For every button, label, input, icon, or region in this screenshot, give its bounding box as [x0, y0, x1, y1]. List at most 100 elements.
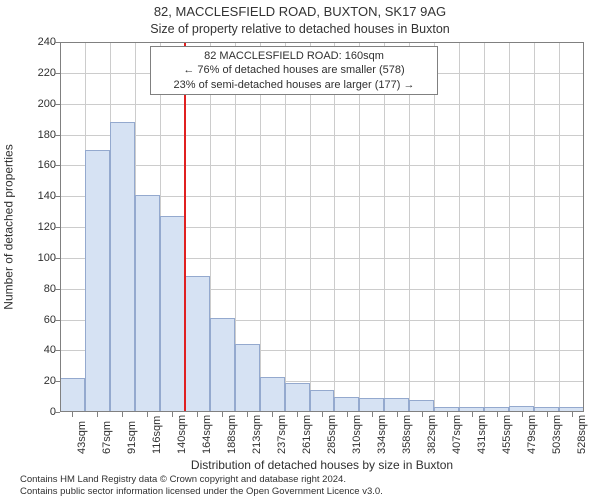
- y-tickmark: [55, 320, 60, 321]
- bar: [409, 400, 434, 412]
- x-tickmark: [322, 412, 323, 417]
- y-tickmark: [55, 135, 60, 136]
- gridline-v: [334, 42, 335, 412]
- x-tick-label: 285sqm: [326, 415, 338, 454]
- y-tick-label: 120: [22, 221, 56, 233]
- annotation-box: 82 MACCLESFIELD ROAD: 160sqm← 76% of det…: [150, 46, 438, 95]
- gridline-v: [509, 42, 510, 412]
- y-tick-label: 180: [22, 129, 56, 141]
- footer-line2: Contains public sector information licen…: [20, 486, 383, 498]
- y-tick-label: 220: [22, 67, 56, 79]
- bar: [85, 150, 110, 412]
- y-tick-label: 80: [22, 283, 56, 295]
- x-axis-title: Distribution of detached houses by size …: [60, 458, 584, 472]
- x-tickmark: [572, 412, 573, 417]
- page-title: 82, MACCLESFIELD ROAD, BUXTON, SK17 9AG: [0, 4, 600, 19]
- x-tickmark: [497, 412, 498, 417]
- x-tick-label: 91sqm: [126, 421, 138, 454]
- x-tickmark: [447, 412, 448, 417]
- gridline-v: [434, 42, 435, 412]
- bar: [60, 378, 85, 412]
- bar: [334, 397, 359, 412]
- x-tick-label: 479sqm: [526, 415, 538, 454]
- x-tick-label: 237sqm: [276, 415, 288, 454]
- x-tickmark: [222, 412, 223, 417]
- x-tickmark: [372, 412, 373, 417]
- annotation-line3: 23% of semi-detached houses are larger (…: [155, 78, 433, 92]
- x-tick-label: 528sqm: [576, 415, 588, 454]
- bar: [185, 276, 210, 412]
- x-tickmark: [472, 412, 473, 417]
- bar: [285, 383, 310, 412]
- footer-line1: Contains HM Land Registry data © Crown c…: [20, 474, 383, 486]
- x-tickmark: [297, 412, 298, 417]
- y-tick-label: 240: [22, 36, 56, 48]
- x-tick-label: 503sqm: [551, 415, 563, 454]
- y-tick-label: 20: [22, 375, 56, 387]
- y-tick-label: 60: [22, 314, 56, 326]
- y-tick-label: 160: [22, 159, 56, 171]
- x-tickmark: [172, 412, 173, 417]
- gridline-h: [60, 104, 584, 105]
- bar: [135, 195, 160, 412]
- y-tick-label: 200: [22, 98, 56, 110]
- gridline-v: [310, 42, 311, 412]
- x-tickmark: [397, 412, 398, 417]
- x-tick-label: 334sqm: [376, 415, 388, 454]
- x-tick-label: 164sqm: [201, 415, 213, 454]
- x-tick-label: 358sqm: [401, 415, 413, 454]
- x-tickmark: [272, 412, 273, 417]
- y-tickmark: [55, 350, 60, 351]
- gridline-v: [359, 42, 360, 412]
- bar: [210, 318, 235, 412]
- x-tick-label: 310sqm: [351, 415, 363, 454]
- gridline-v: [459, 42, 460, 412]
- footer-attribution: Contains HM Land Registry data © Crown c…: [20, 474, 383, 498]
- reference-line: [184, 42, 186, 412]
- x-tick-label: 455sqm: [501, 415, 513, 454]
- x-tickmark: [122, 412, 123, 417]
- gridline-v: [409, 42, 410, 412]
- x-tick-label: 382sqm: [426, 415, 438, 454]
- bar: [235, 344, 260, 412]
- gridline-v: [260, 42, 261, 412]
- x-tickmark: [197, 412, 198, 417]
- x-tickmark: [347, 412, 348, 417]
- x-tick-label: 140sqm: [176, 415, 188, 454]
- gridline-v: [559, 42, 560, 412]
- x-tickmark: [72, 412, 73, 417]
- y-tickmark: [55, 165, 60, 166]
- y-tickmark: [55, 104, 60, 105]
- x-tickmark: [522, 412, 523, 417]
- y-axis-title: Number of detached properties: [0, 42, 18, 412]
- bar: [160, 216, 185, 412]
- y-tick-label: 100: [22, 252, 56, 264]
- x-tickmark: [547, 412, 548, 417]
- x-tick-label: 116sqm: [151, 416, 163, 454]
- bar: [359, 398, 384, 412]
- y-tickmark: [55, 196, 60, 197]
- x-tick-label: 431sqm: [476, 415, 488, 454]
- y-tickmark: [55, 73, 60, 74]
- gridline-v: [484, 42, 485, 412]
- bar: [110, 122, 135, 412]
- gridline-h: [60, 135, 584, 136]
- annotation-line1: 82 MACCLESFIELD ROAD: 160sqm: [155, 49, 433, 63]
- x-tick-label: 261sqm: [301, 415, 313, 454]
- y-tickmark: [55, 258, 60, 259]
- x-tick-label: 407sqm: [451, 415, 463, 454]
- subtitle: Size of property relative to detached ho…: [0, 22, 600, 36]
- x-tick-label: 213sqm: [251, 415, 263, 454]
- bar: [310, 390, 335, 412]
- x-tickmark: [97, 412, 98, 417]
- x-tickmark: [247, 412, 248, 417]
- gridline-h: [60, 165, 584, 166]
- gridline-v: [384, 42, 385, 412]
- annotation-line2: ← 76% of detached houses are smaller (57…: [155, 63, 433, 77]
- y-tick-label: 40: [22, 344, 56, 356]
- y-tick-label: 140: [22, 190, 56, 202]
- histogram-plot: [60, 42, 584, 412]
- x-tick-label: 43sqm: [76, 421, 88, 454]
- bar: [384, 398, 409, 412]
- x-tickmark: [422, 412, 423, 417]
